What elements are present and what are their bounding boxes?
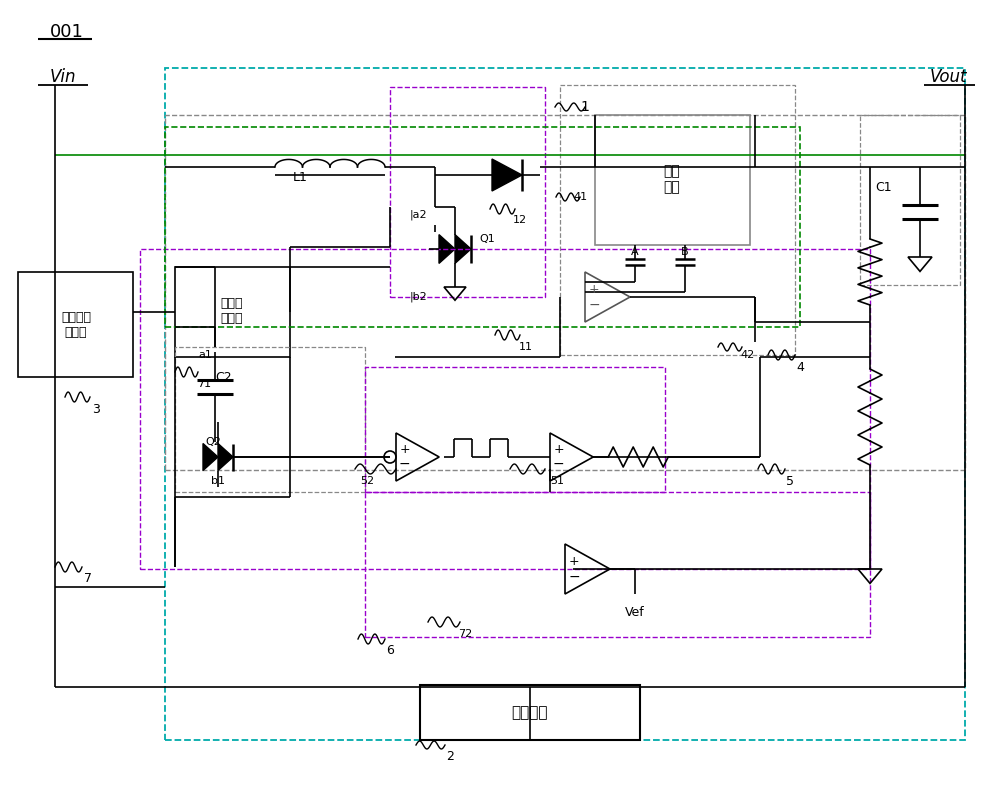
Bar xyxy=(390,87,545,297)
Text: −: − xyxy=(399,457,410,471)
Text: |a2: |a2 xyxy=(410,210,428,220)
Text: 开关控
制单元: 开关控 制单元 xyxy=(221,297,243,325)
Text: 001: 001 xyxy=(50,23,84,41)
Bar xyxy=(175,267,290,357)
Bar xyxy=(595,115,750,245)
Text: 7: 7 xyxy=(84,572,92,586)
Polygon shape xyxy=(455,235,471,264)
Text: +: + xyxy=(553,443,564,456)
Text: 2: 2 xyxy=(446,751,454,763)
Polygon shape xyxy=(203,444,218,471)
Text: 5: 5 xyxy=(786,475,794,487)
Text: 反馈单元: 反馈单元 xyxy=(512,705,548,721)
Text: 71: 71 xyxy=(197,379,211,389)
Text: 41: 41 xyxy=(573,192,587,202)
Text: C2: C2 xyxy=(215,371,232,383)
Text: B: B xyxy=(681,247,689,257)
Text: 42: 42 xyxy=(741,350,755,360)
Text: −: − xyxy=(588,297,600,312)
Bar xyxy=(165,68,965,740)
Text: 1: 1 xyxy=(581,100,589,114)
Text: +: + xyxy=(399,443,410,456)
Text: +: + xyxy=(589,283,599,296)
Polygon shape xyxy=(218,444,233,471)
Bar xyxy=(18,272,133,377)
Text: 感测
单元: 感测 单元 xyxy=(664,164,680,194)
Bar xyxy=(165,115,965,470)
Bar xyxy=(860,115,960,285)
Text: Q1: Q1 xyxy=(479,234,495,244)
Text: A: A xyxy=(631,247,639,257)
Text: Q2: Q2 xyxy=(205,437,221,447)
Text: 6: 6 xyxy=(386,645,394,657)
Text: −: − xyxy=(568,570,580,583)
Text: |b2: |b2 xyxy=(410,292,428,302)
Text: L1: L1 xyxy=(293,171,307,183)
Text: −: − xyxy=(553,457,564,471)
Text: 12: 12 xyxy=(513,215,527,225)
Text: 4: 4 xyxy=(796,360,804,374)
Text: Vef: Vef xyxy=(625,605,645,619)
Text: 功率因数
控制器: 功率因数 控制器 xyxy=(61,311,91,339)
Text: +: + xyxy=(569,555,579,568)
Text: 51: 51 xyxy=(550,476,564,486)
Text: 3: 3 xyxy=(92,402,100,416)
Bar xyxy=(140,249,870,569)
Text: 72: 72 xyxy=(458,629,472,639)
Text: Vin: Vin xyxy=(50,68,76,86)
Bar xyxy=(420,685,640,740)
Text: 11: 11 xyxy=(519,342,533,352)
Bar xyxy=(175,347,365,492)
Polygon shape xyxy=(492,159,522,191)
Bar xyxy=(365,492,870,637)
Bar xyxy=(560,85,795,355)
Text: 52: 52 xyxy=(360,476,374,486)
Bar xyxy=(365,367,665,492)
Text: a1: a1 xyxy=(198,350,212,360)
Bar xyxy=(165,127,800,327)
Text: C1: C1 xyxy=(875,180,892,194)
Text: b1: b1 xyxy=(211,475,225,486)
Text: Vout: Vout xyxy=(930,68,968,86)
Polygon shape xyxy=(439,235,455,264)
